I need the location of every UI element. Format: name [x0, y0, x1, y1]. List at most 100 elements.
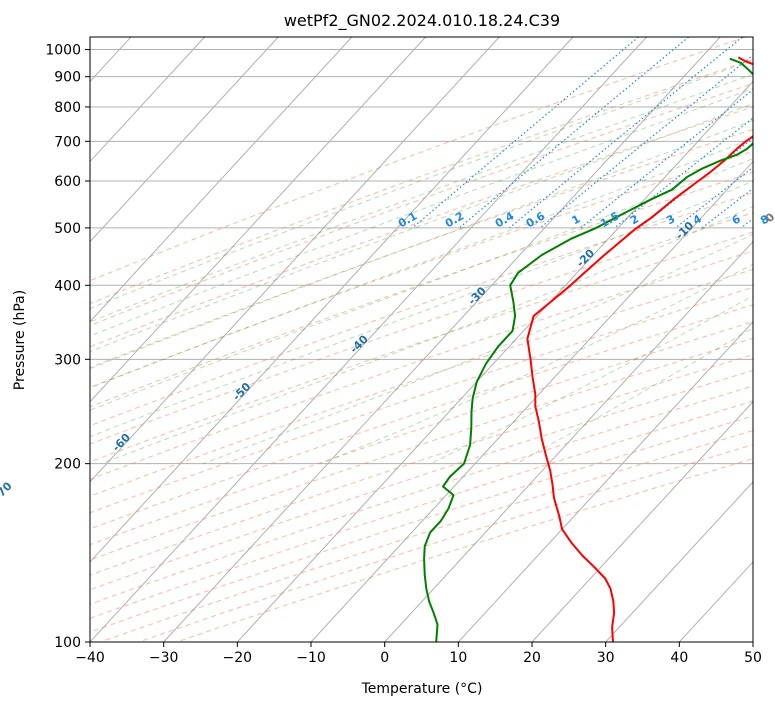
y-tick-label: 700 — [54, 134, 81, 150]
isotherm-line — [90, 37, 205, 163]
isotherm-line — [752, 641, 753, 642]
dry-adiabat — [90, 150, 753, 389]
isotherm-label: -50 — [230, 380, 253, 403]
isotherm-line — [310, 160, 753, 642]
isotherm-line — [531, 401, 753, 642]
moist-adiabat — [90, 73, 753, 323]
isotherm-line — [90, 37, 574, 563]
series-layer — [423, 56, 753, 642]
y-tick-label: 500 — [54, 221, 81, 237]
label-layer: 0.10.20.40.611.52346810131620253036-100-… — [0, 209, 775, 503]
dry-adiabat — [90, 212, 753, 445]
isotherm-label: -60 — [110, 431, 133, 454]
y-tick-label: 100 — [54, 635, 81, 651]
moist-adiabat — [90, 119, 753, 370]
dry-adiabat — [138, 444, 753, 642]
x-tick-label: −30 — [149, 650, 179, 666]
dry-adiabat — [90, 171, 753, 408]
isotherm-line — [384, 240, 753, 642]
x-tick-label: −40 — [75, 650, 105, 666]
temperature-profile — [526, 56, 753, 642]
y-axis-label: Pressure (hPa) — [12, 290, 28, 390]
dry-adiabat — [90, 192, 753, 427]
dry-adiabat — [90, 58, 753, 305]
dry-adiabat — [90, 37, 746, 282]
isotherm-label: -40 — [348, 332, 371, 355]
moist-adiabat — [90, 103, 753, 353]
mixing-ratio-label: 0.4 — [493, 209, 517, 230]
isotherm-line — [90, 37, 279, 243]
mixing-ratio-line — [580, 88, 753, 229]
x-axis-label: Temperature (°C) — [361, 681, 483, 697]
dry-adiabat — [90, 250, 753, 480]
isotherm-line — [90, 37, 353, 323]
isotherm-line — [163, 37, 721, 642]
dry-adiabat — [90, 304, 753, 530]
mixing-ratio-line — [412, 37, 639, 229]
grid-layer — [90, 49, 753, 642]
mixing-ratio-label: 6 — [730, 212, 743, 227]
x-tick-label: 20 — [523, 650, 541, 666]
mixing-ratio-label: 1 — [569, 212, 582, 227]
dry-adiabat — [90, 369, 753, 591]
plot-frame — [89, 36, 754, 643]
mixing-ratio-line — [614, 117, 753, 229]
moist-adiabat — [430, 295, 753, 465]
x-tick-label: 30 — [597, 650, 615, 666]
moist-adiabat — [320, 263, 753, 465]
mixing-ratio-line — [508, 37, 743, 229]
dry-adiabat — [90, 337, 753, 561]
y-tick-label: 600 — [54, 174, 81, 190]
dry-adiabat — [90, 353, 753, 576]
mixing-ratio-line — [675, 166, 753, 229]
mixing-ratio-label: 1.5 — [598, 209, 621, 230]
dry-adiabat — [90, 268, 753, 497]
mixing-ratio-label: 3 — [664, 212, 677, 227]
x-tick-label: 50 — [744, 650, 762, 666]
dry-adiabat — [90, 415, 753, 633]
y-tick-label: 400 — [54, 278, 81, 294]
isotherm-line — [457, 320, 753, 642]
isotherm-layer — [0, 37, 775, 642]
isotherm-line — [0, 37, 57, 642]
x-axis: −40 −30 −20 −10 0 10 20 30 40 50 — [75, 642, 762, 666]
dry-adiabat — [90, 321, 753, 546]
y-tick-label: 200 — [54, 457, 81, 473]
y-tick-label: 900 — [54, 70, 81, 86]
isotherm-line — [678, 561, 753, 642]
moist-adiabat — [90, 180, 753, 438]
moist-adiabat — [101, 205, 753, 465]
isotherm-line — [90, 37, 647, 642]
x-tick-label: 10 — [449, 650, 467, 666]
mixing-ratio-line — [770, 37, 775, 228]
dry-adiabat — [176, 458, 753, 642]
dry-adiabat — [90, 231, 753, 463]
mixing-ratio-line — [459, 37, 689, 229]
y-tick-label: 300 — [54, 352, 81, 368]
isotherm-line — [236, 80, 753, 642]
dry-adiabat — [90, 82, 753, 327]
dry-adiabat — [100, 429, 753, 642]
y-tick-label: 1000 — [45, 43, 81, 59]
x-tick-label: −20 — [223, 650, 253, 666]
isotherm-label: -10 — [673, 219, 696, 242]
moist-adiabat — [203, 233, 753, 465]
y-tick-label: 800 — [54, 100, 81, 116]
dry-adiabat — [90, 128, 753, 369]
x-tick-label: −10 — [296, 650, 326, 666]
moist-adiabat — [90, 59, 753, 310]
isotherm-label: -70 — [0, 479, 15, 502]
mixing-ratio-line — [539, 54, 753, 229]
y-axis: 100 200 300 400 500 600 700 800 900 1000 — [45, 43, 90, 651]
dewpoint-profile — [423, 57, 753, 642]
isotherm-line — [605, 481, 753, 642]
x-tick-label: 40 — [670, 650, 688, 666]
mixing-ratio-label: 0.6 — [524, 209, 548, 230]
isotherm-line — [90, 37, 500, 483]
mixing-ratio-line — [740, 217, 753, 229]
chart-title: wetPf2_GN02.2024.010.18.24.C39 — [284, 11, 560, 31]
dry-adiabat — [90, 385, 753, 605]
x-tick-label: 0 — [380, 650, 389, 666]
isotherm-label: -20 — [574, 246, 597, 269]
